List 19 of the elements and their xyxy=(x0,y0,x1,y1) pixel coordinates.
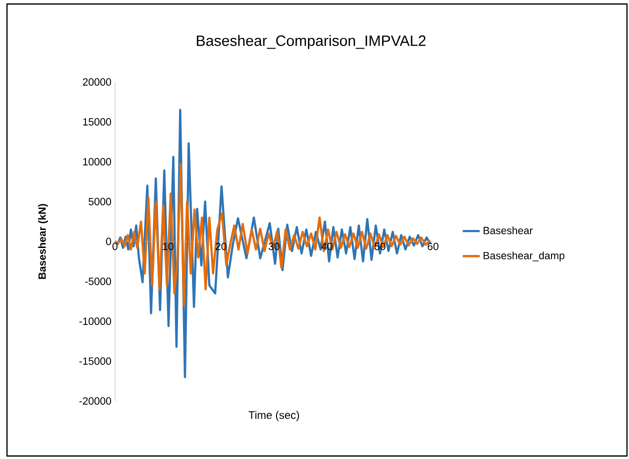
legend-label: Baseshear_damp xyxy=(484,252,564,262)
x-tick-label: 0 xyxy=(112,242,118,250)
chart-title: Baseshear_Comparison_IMPVAL2 xyxy=(196,35,426,49)
y-tick-label: -10000 xyxy=(79,318,112,325)
x-tick-label: 50 xyxy=(374,242,386,250)
y-tick-label: -5000 xyxy=(85,278,112,286)
y-tick-label: -20000 xyxy=(79,397,112,405)
x-tick-label: 60 xyxy=(428,242,438,250)
x-axis-title: Time (sec) xyxy=(248,410,299,422)
y-tick-label: 0 xyxy=(106,238,112,246)
x-tick-label: 30 xyxy=(268,242,280,250)
y-tick-label: 5000 xyxy=(88,198,112,206)
y-tick-label: 20000 xyxy=(82,78,112,86)
y-tick-label: 15000 xyxy=(83,118,112,126)
y-tick-label: 10000 xyxy=(83,158,112,166)
legend-label: Baseshear xyxy=(484,226,533,234)
y-tick-label: -15000 xyxy=(79,357,112,365)
y-axis-title: Baseshear (kN) xyxy=(38,204,48,279)
x-tick-label: 20 xyxy=(216,242,226,250)
